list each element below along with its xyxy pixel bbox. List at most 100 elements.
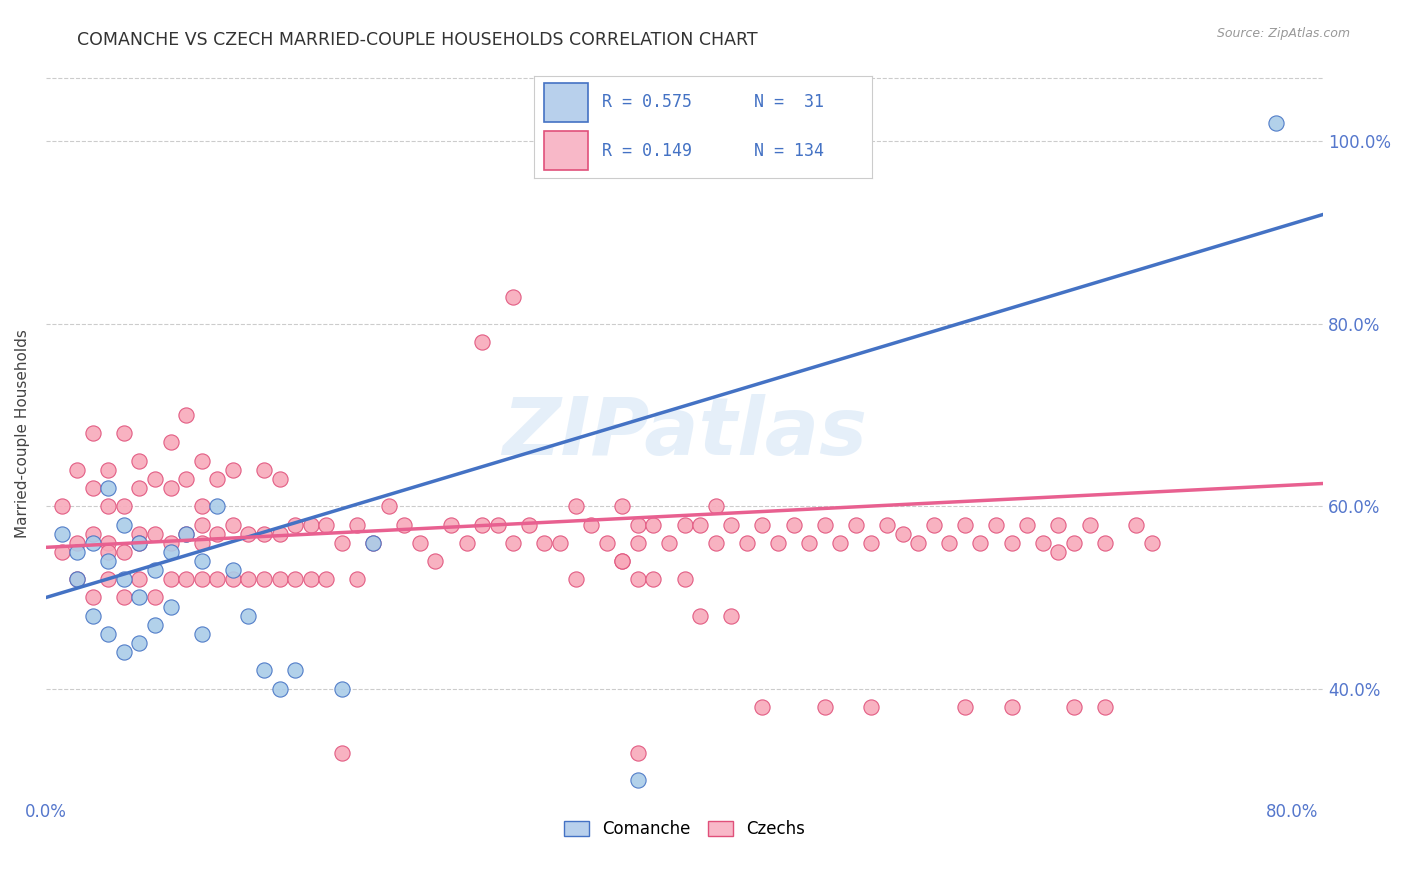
Point — [207, 572, 229, 586]
Point — [315, 572, 337, 586]
Point — [253, 526, 276, 541]
Point — [346, 572, 368, 586]
Point — [112, 591, 135, 605]
Point — [984, 517, 1007, 532]
Point — [174, 526, 197, 541]
Point — [143, 472, 166, 486]
Point — [845, 517, 868, 532]
Point — [1047, 517, 1070, 532]
Point — [720, 517, 742, 532]
Point — [1001, 700, 1024, 714]
Point — [128, 636, 150, 650]
Point — [190, 453, 212, 467]
Point — [269, 472, 291, 486]
Point — [471, 517, 494, 532]
Point — [502, 289, 524, 303]
Point — [284, 517, 307, 532]
Point — [51, 526, 73, 541]
Point — [222, 563, 245, 577]
Point — [704, 500, 727, 514]
Point — [112, 645, 135, 659]
Point — [174, 572, 197, 586]
Point — [97, 463, 120, 477]
Point — [128, 453, 150, 467]
Point — [238, 572, 260, 586]
Point — [876, 517, 898, 532]
Point — [207, 500, 229, 514]
Point — [440, 517, 463, 532]
Point — [207, 526, 229, 541]
Point — [97, 545, 120, 559]
Point — [627, 572, 650, 586]
Point — [799, 535, 821, 549]
Point — [174, 472, 197, 486]
Point — [174, 408, 197, 422]
Point — [907, 535, 929, 549]
Point — [128, 481, 150, 495]
Point — [1017, 517, 1039, 532]
Point — [238, 608, 260, 623]
Point — [299, 572, 322, 586]
Point — [1063, 535, 1085, 549]
Point — [673, 572, 696, 586]
Point — [66, 545, 89, 559]
Point — [392, 517, 415, 532]
Point — [409, 535, 432, 549]
Point — [953, 700, 976, 714]
Point — [222, 517, 245, 532]
Point — [1001, 535, 1024, 549]
Point — [97, 481, 120, 495]
Point — [330, 681, 353, 696]
Text: ZIPatlas: ZIPatlas — [502, 394, 868, 473]
Point — [782, 517, 804, 532]
Point — [704, 535, 727, 549]
Point — [238, 526, 260, 541]
Point — [174, 526, 197, 541]
Point — [1047, 545, 1070, 559]
Point — [627, 517, 650, 532]
Point — [159, 481, 181, 495]
Point — [814, 517, 837, 532]
Point — [190, 535, 212, 549]
Point — [190, 627, 212, 641]
Point — [284, 664, 307, 678]
Point — [66, 535, 89, 549]
Point — [128, 526, 150, 541]
Point — [159, 545, 181, 559]
Point — [579, 517, 602, 532]
Point — [207, 472, 229, 486]
FancyBboxPatch shape — [544, 83, 588, 122]
Text: Source: ZipAtlas.com: Source: ZipAtlas.com — [1216, 27, 1350, 40]
Point — [82, 481, 104, 495]
Point — [190, 500, 212, 514]
Point — [456, 535, 478, 549]
Point — [128, 535, 150, 549]
Point — [612, 500, 634, 514]
Point — [159, 572, 181, 586]
Point — [51, 545, 73, 559]
Point — [860, 700, 883, 714]
Point — [82, 591, 104, 605]
Point — [51, 500, 73, 514]
Point — [486, 517, 509, 532]
Point — [673, 517, 696, 532]
Point — [112, 517, 135, 532]
Point — [190, 554, 212, 568]
Point — [253, 463, 276, 477]
Point — [143, 618, 166, 632]
Point — [595, 535, 617, 549]
Point — [330, 535, 353, 549]
Point — [97, 535, 120, 549]
Point — [612, 554, 634, 568]
Point — [159, 599, 181, 614]
Point — [222, 572, 245, 586]
Point — [814, 700, 837, 714]
Point — [425, 554, 447, 568]
Point — [143, 563, 166, 577]
Point — [643, 517, 665, 532]
Point — [860, 535, 883, 549]
Point — [82, 535, 104, 549]
Point — [612, 554, 634, 568]
Point — [66, 572, 89, 586]
Text: COMANCHE VS CZECH MARRIED-COUPLE HOUSEHOLDS CORRELATION CHART: COMANCHE VS CZECH MARRIED-COUPLE HOUSEHO… — [77, 31, 758, 49]
